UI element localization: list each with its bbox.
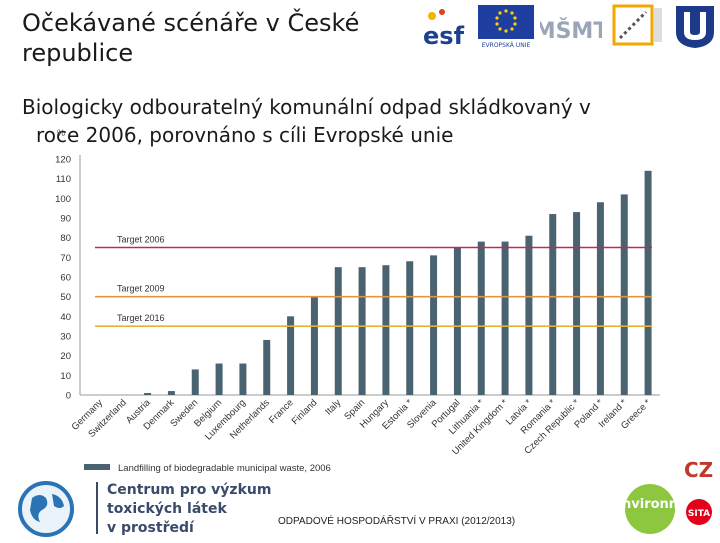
esf-logo: esf (418, 2, 473, 50)
bar (406, 261, 414, 395)
msmt-logo: MŠMT (534, 2, 609, 50)
esf-logo-text: esf (423, 22, 465, 50)
bar (430, 255, 438, 395)
bar (573, 212, 581, 395)
bar (453, 247, 461, 395)
footer-divider (96, 482, 98, 534)
bar (239, 363, 247, 395)
footer: CZ Centrum pro výzkum toxických látek v … (0, 458, 720, 540)
eu-flag-caption: EVROPSKÁ UNIE (482, 42, 531, 49)
chart-svg: % 0 10 20 30 40 50 60 70 80 90 100 110 120 Target 2006… (55, 128, 660, 474)
bar (501, 241, 509, 395)
bar (549, 214, 557, 395)
y-tick-label: 20 (60, 351, 71, 362)
y-tick-label: 120 (55, 155, 71, 166)
landfill-bar-chart: % 0 10 20 30 40 50 60 70 80 90 100 110 120 Target 2006… (40, 125, 670, 480)
y-tick-label: 110 (56, 174, 71, 185)
y-tick-label: 100 (55, 194, 71, 205)
bar (287, 316, 295, 395)
bar (620, 194, 628, 395)
y-tick-label: 30 (60, 332, 71, 343)
globe-logo (6, 480, 86, 538)
msmt-logo-text: MŠMT (540, 18, 602, 44)
bar (263, 339, 271, 395)
legend-swatch (84, 464, 110, 470)
legend-label: Landfilling of biodegradable municipal w… (118, 463, 331, 474)
course-footer-text: ODPADOVÉ HOSPODÁŘSTVÍ V PRAXI (2012/2013… (278, 516, 516, 527)
subtitle-line-2: roce 2006, porovnáno s cíli Evropské uni… (36, 123, 454, 147)
bar (310, 296, 318, 395)
x-tick-label: Finland (290, 397, 320, 427)
target-line-label: Target 2006 (117, 235, 165, 245)
y-tick-label: 60 (60, 273, 71, 284)
slide-title: Očekávané scénáře v České republice (22, 8, 402, 68)
y-tick-label: 90 (60, 214, 71, 225)
bar (644, 170, 652, 395)
subtitle-line-1: Biologicky odbouratelný komunální odpad … (22, 95, 591, 119)
y-tick-label: 50 (60, 292, 71, 303)
opvk-logo (606, 2, 668, 50)
y-tick-label: 80 (60, 233, 71, 244)
country-code-label: CZ (684, 458, 714, 482)
y-axis-unit-label: % (57, 128, 65, 138)
sita-logo-text: SITA (688, 509, 710, 519)
sita-logo: SITA (680, 498, 718, 526)
centre-name: Centrum pro výzkum toxických látek v pro… (107, 481, 287, 538)
bar (525, 235, 533, 395)
suez-logo-text: suez environnement (622, 497, 678, 512)
centre-name-line-3: v prostředí (107, 520, 194, 536)
bar (477, 241, 485, 395)
suez-logo: suez environnement (575, 482, 720, 536)
bar (191, 369, 199, 395)
bar (358, 267, 366, 395)
slide-subtitle: Biologicky odbouratelný komunální odpad … (22, 93, 682, 149)
bar (382, 265, 390, 395)
bar (144, 393, 152, 395)
slide-title-text: Očekávané scénáře v České republice (22, 9, 360, 67)
centre-name-line-2: toxických látek (107, 501, 227, 517)
target-line-label: Target 2016 (117, 313, 165, 323)
y-tick-label: 70 (60, 253, 71, 264)
x-tick-label: Italy (323, 397, 343, 417)
y-tick-label: 0 (66, 391, 71, 402)
logo-bar: esf EVROPSKÁ UNIE MŠMT (418, 2, 720, 52)
y-tick-label: 10 (60, 371, 71, 382)
bar (334, 267, 342, 395)
bar (596, 202, 604, 395)
y-tick-label: 40 (60, 312, 71, 323)
target-line-label: Target 2009 (117, 284, 165, 294)
bar (215, 363, 223, 395)
centre-name-line-1: Centrum pro výzkum (107, 482, 272, 498)
university-logo (672, 2, 718, 50)
bar (167, 391, 175, 395)
eu-flag-logo: EVROPSKÁ UNIE (476, 2, 536, 50)
